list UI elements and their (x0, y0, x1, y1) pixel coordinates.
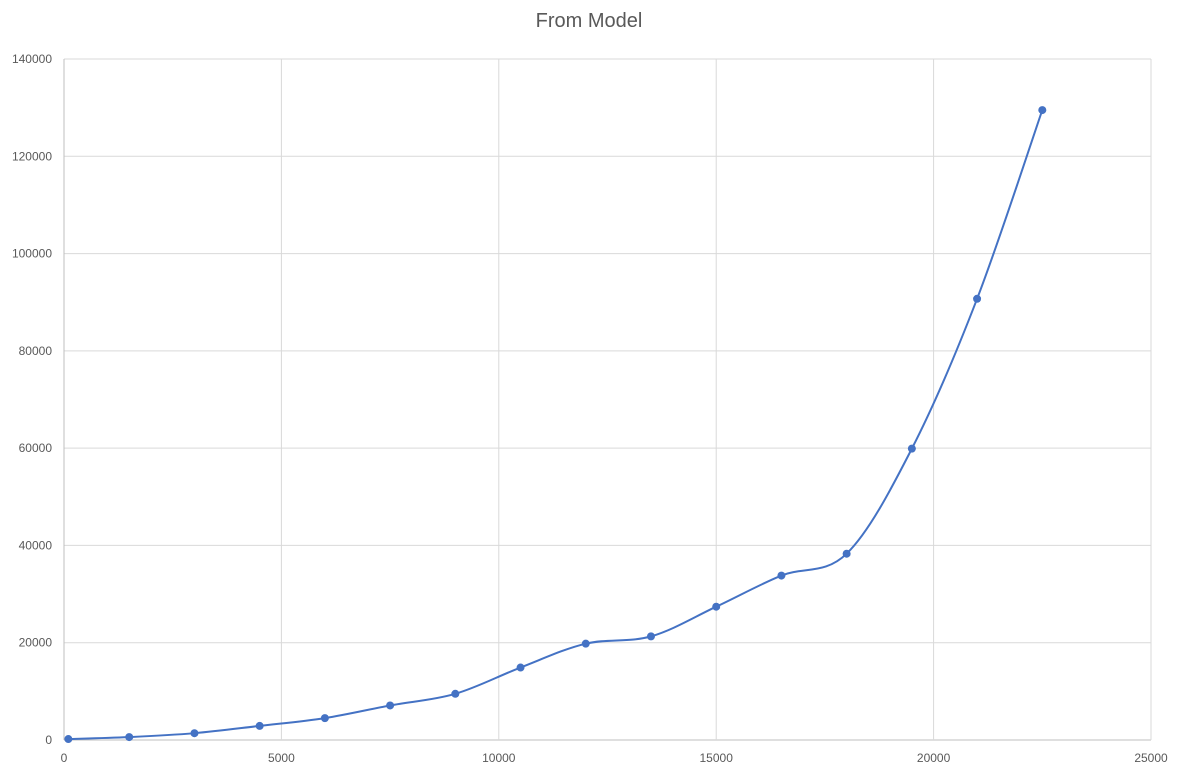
y-tick-label: 20000 (19, 636, 53, 650)
data-point (255, 721, 264, 730)
data-point (320, 714, 329, 723)
y-tick-label: 80000 (19, 344, 53, 358)
data-point (1038, 106, 1047, 115)
series-line (68, 109, 1044, 741)
x-tick-label: 10000 (482, 751, 516, 765)
y-tick-label: 120000 (12, 149, 52, 163)
data-point (712, 602, 721, 611)
y-tick-label: 60000 (19, 441, 53, 455)
data-point (125, 733, 134, 742)
data-point (581, 639, 590, 648)
data-point (451, 689, 460, 698)
x-tick-label: 5000 (268, 751, 295, 765)
y-tick-label: 140000 (12, 52, 52, 66)
x-tick-label: 0 (61, 751, 68, 765)
data-point (64, 735, 73, 744)
y-tick-label: 40000 (19, 538, 53, 552)
data-point (516, 663, 525, 672)
data-point (386, 701, 395, 710)
data-point (777, 571, 786, 580)
chart-title: From Model (535, 10, 643, 32)
data-point (190, 729, 199, 738)
x-tick-label: 15000 (700, 751, 734, 765)
y-tick-label: 100000 (12, 247, 52, 261)
data-point (907, 444, 916, 453)
data-point (646, 632, 655, 641)
y-tick-label: 0 (45, 733, 52, 747)
data-point (973, 294, 982, 303)
x-tick-label: 25000 (1134, 751, 1168, 765)
x-tick-label: 20000 (917, 751, 951, 765)
data-point (842, 549, 851, 558)
